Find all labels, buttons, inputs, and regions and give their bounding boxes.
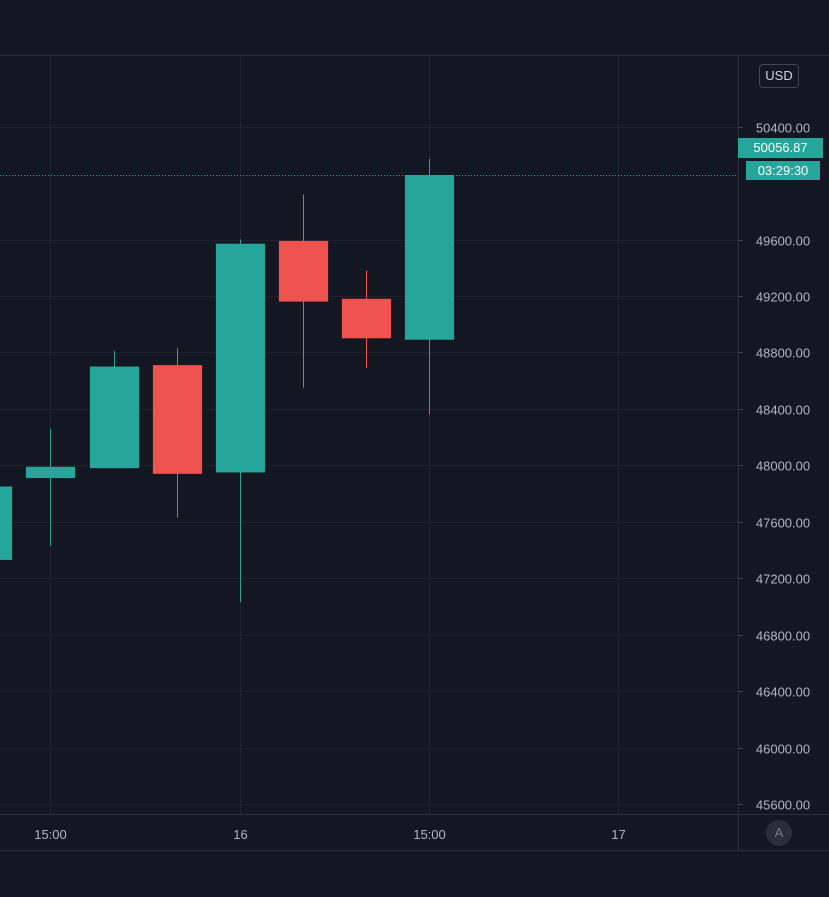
y-tick-label: 45600.00 — [756, 798, 810, 813]
y-tick-label: 49600.00 — [756, 234, 810, 249]
currency-button[interactable]: USD — [759, 64, 799, 88]
x-tick-label: 15:00 — [34, 827, 67, 842]
candle-body — [404, 175, 455, 340]
axes: 50400.00 49600.00 49200.00 48800.00 48400.00… — [0, 55, 829, 851]
y-tick-label: 46400.00 — [756, 685, 810, 700]
y-tick-label: 46000.00 — [756, 742, 810, 757]
x-tick-label: 15:00 — [413, 827, 446, 842]
candle-body — [152, 365, 203, 474]
candle-body — [278, 240, 329, 302]
auto-scale-button[interactable]: A — [766, 820, 792, 846]
x-tick-label: 17 — [611, 827, 625, 842]
y-tick-label: 50400.00 — [756, 121, 810, 136]
y-tick-label: 47600.00 — [756, 516, 810, 531]
y-tick-label: 48000.00 — [756, 459, 810, 474]
candle-body — [215, 243, 266, 473]
candle-body — [25, 466, 76, 479]
last-price-label: 50056.87 — [738, 138, 823, 158]
y-tick-label: 47200.00 — [756, 572, 810, 587]
y-tick-label: 49200.00 — [756, 290, 810, 305]
y-tick-label: 46800.00 — [756, 629, 810, 644]
candles — [0, 159, 455, 603]
countdown-label: 03:29:30 — [746, 161, 820, 180]
candle-body — [89, 366, 140, 469]
y-tick-label: 48400.00 — [756, 403, 810, 418]
x-tick-label: 16 — [233, 827, 247, 842]
y-tick-label: 48800.00 — [756, 346, 810, 361]
candle-body — [341, 298, 392, 339]
candle-body — [0, 486, 13, 560]
